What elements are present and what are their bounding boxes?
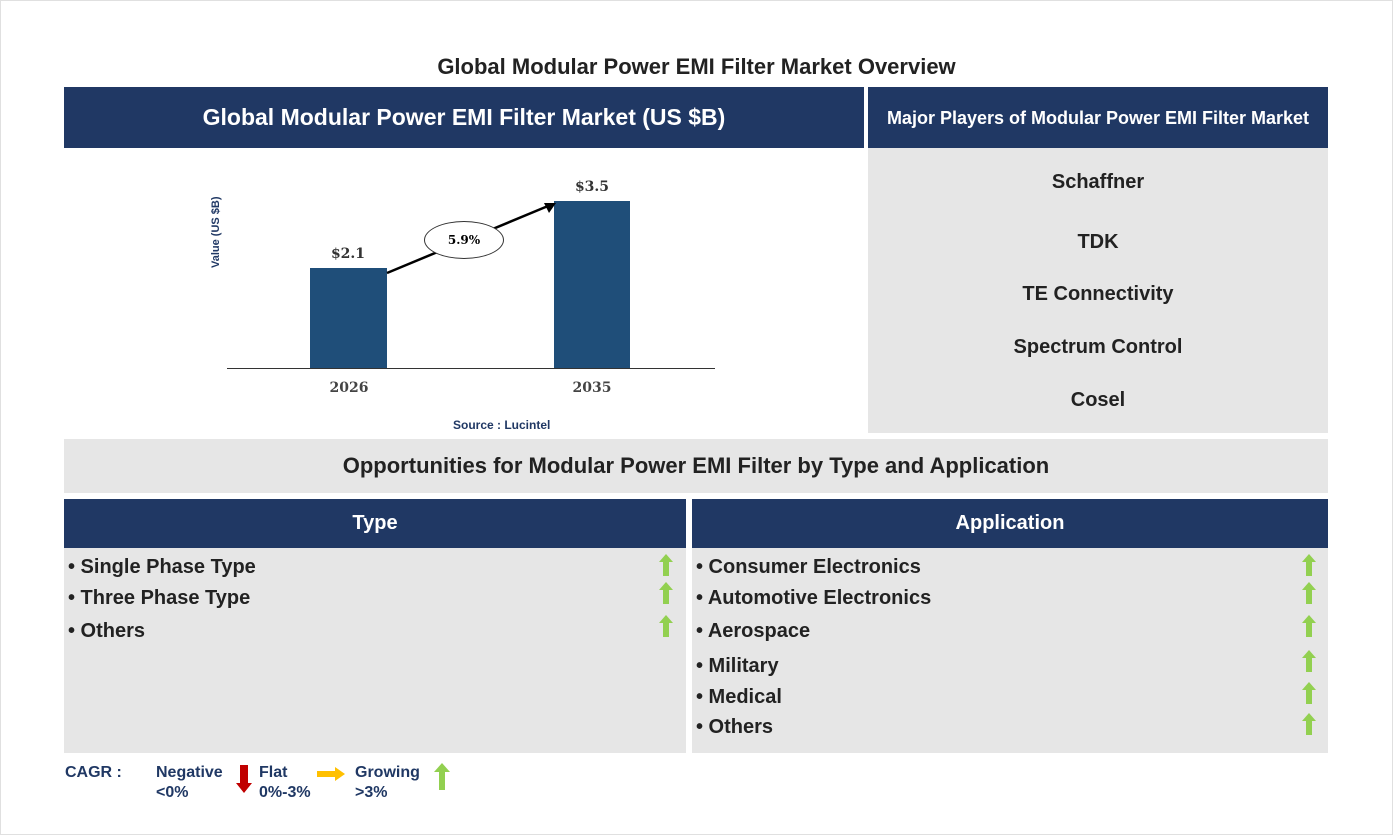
market-panel-header: Global Modular Power EMI Filter Market (… bbox=[64, 87, 864, 148]
growing-arrow-icon bbox=[1302, 682, 1316, 704]
x-axis bbox=[227, 368, 715, 369]
legend-negative-label: Negative bbox=[156, 764, 223, 781]
cagr-badge: 5.9% bbox=[424, 221, 504, 259]
application-item: • Aerospace bbox=[696, 620, 811, 642]
application-item: • Automotive Electronics bbox=[696, 587, 932, 609]
players-list: Schaffner TDK TE Connectivity Spectrum C… bbox=[868, 148, 1328, 433]
market-bar-chart: Value (US $B) $2.1 $3.5 5.9% 2026 2035 S… bbox=[64, 148, 864, 433]
application-item: • Others bbox=[696, 716, 774, 738]
opportunities-title: Opportunities for Modular Power EMI Filt… bbox=[64, 439, 1328, 493]
application-item: • Military bbox=[696, 655, 779, 677]
legend-negative-range: <0% bbox=[156, 784, 189, 801]
application-item: • Medical bbox=[696, 686, 782, 708]
player-item: Spectrum Control bbox=[1013, 336, 1183, 358]
legend-flat: Flat 0%-3% bbox=[259, 763, 311, 803]
player-item: TE Connectivity bbox=[1022, 283, 1174, 305]
growing-arrow-icon bbox=[434, 763, 450, 790]
type-item: • Three Phase Type bbox=[68, 587, 251, 609]
players-panel-header: Major Players of Modular Power EMI Filte… bbox=[868, 87, 1328, 148]
growing-arrow-icon bbox=[1302, 554, 1316, 576]
growing-arrow-icon bbox=[1302, 713, 1316, 735]
growing-arrow-icon bbox=[659, 582, 673, 604]
growing-arrow-icon bbox=[1302, 650, 1316, 672]
x-tick-2026: 2026 bbox=[329, 380, 369, 396]
growing-arrow-icon bbox=[1302, 582, 1316, 604]
x-tick-2035: 2035 bbox=[572, 380, 612, 396]
flat-arrow-icon bbox=[317, 767, 345, 781]
legend-growing: Growing >3% bbox=[355, 763, 420, 803]
application-column-header: Application bbox=[692, 499, 1328, 548]
type-list: • Single Phase Type • Three Phase Type •… bbox=[64, 548, 686, 753]
legend-growing-range: >3% bbox=[355, 784, 388, 801]
value-label-2026: $2.1 bbox=[330, 246, 366, 262]
growing-arrow-icon bbox=[659, 615, 673, 637]
player-item: Cosel bbox=[1070, 389, 1126, 411]
value-label-2035: $3.5 bbox=[574, 179, 610, 195]
legend-negative: Negative <0% bbox=[156, 763, 223, 803]
source-label: Source : Lucintel bbox=[453, 418, 551, 432]
legend-flat-range: 0%-3% bbox=[259, 784, 311, 801]
type-column-header: Type bbox=[64, 499, 686, 548]
bar-2035 bbox=[554, 201, 630, 368]
application-list: • Consumer Electronics • Automotive Elec… bbox=[692, 548, 1328, 753]
legend-growing-label: Growing bbox=[355, 764, 420, 781]
type-item: • Others bbox=[68, 620, 146, 642]
player-item: Schaffner bbox=[1051, 171, 1145, 193]
legend-cagr-label: CAGR : bbox=[65, 764, 122, 781]
type-item: • Single Phase Type bbox=[68, 556, 256, 578]
page-title: Global Modular Power EMI Filter Market O… bbox=[437, 54, 956, 79]
bar-2026 bbox=[310, 268, 387, 368]
legend-flat-label: Flat bbox=[259, 764, 288, 781]
negative-arrow-icon bbox=[236, 765, 252, 793]
growing-arrow-icon bbox=[1302, 615, 1316, 637]
player-item: TDK bbox=[1077, 231, 1119, 253]
application-item: • Consumer Electronics bbox=[696, 556, 921, 578]
growing-arrow-icon bbox=[659, 554, 673, 576]
cagr-arrow-icon bbox=[386, 203, 556, 275]
